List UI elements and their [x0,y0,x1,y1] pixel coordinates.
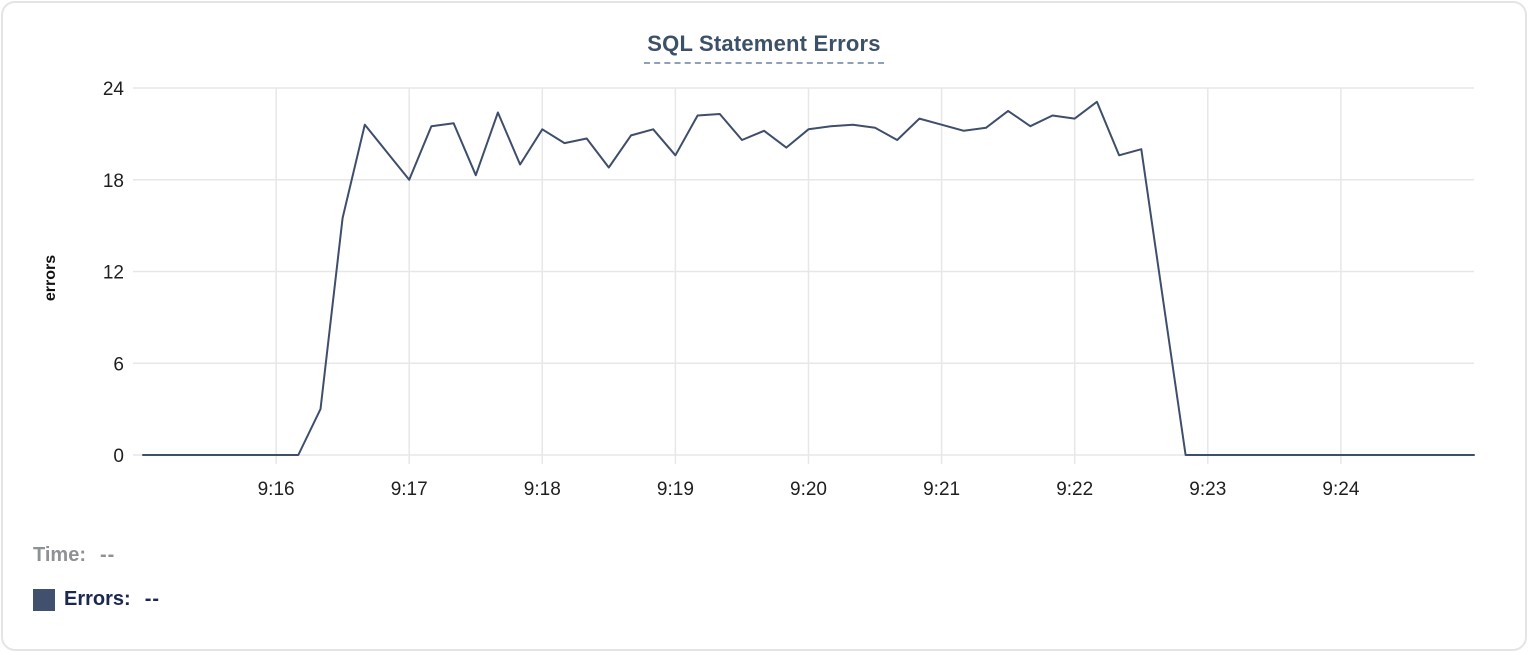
tooltip-time-row: Time: -- [33,544,115,567]
errors-series-line [142,100,1475,456]
x-tick-label: 9:24 [1322,479,1359,500]
chart-canvas[interactable]: 0 6 12 18 24 9:16 9:17 9:18 9:19 9:20 9:21 9:22 9:23… [3,3,1528,655]
tooltip-time-value: -- [99,544,116,566]
x-tick-label: 9:22 [1056,479,1093,500]
chart-title[interactable]: SQL Statement Errors [644,31,884,64]
x-tick-label: 9:21 [923,479,960,500]
x-tick-label: 9:23 [1189,479,1226,500]
y-axis-title: errors [42,254,59,302]
y-tick-label: 24 [103,79,125,100]
x-tick-label: 9:18 [524,479,561,500]
x-tick-label: 9:19 [657,479,694,500]
legend-errors-label: Errors: [64,588,131,610]
y-tick-label: 18 [103,171,124,192]
errors-legend-swatch [33,588,55,611]
legend-errors-value: -- [144,588,161,610]
y-tick-label: 0 [113,446,124,467]
legend-errors-row[interactable]: Errors: -- [33,588,160,611]
x-tick-label: 9:17 [391,479,428,500]
x-tick-label: 9:16 [258,479,295,500]
chart-header: SQL Statement Errors [3,31,1525,64]
x-tick-label: 9:20 [790,479,827,500]
tooltip-time-label: Time: [33,544,86,566]
y-tick-label: 12 [103,263,124,284]
y-tick-label: 6 [113,354,124,375]
